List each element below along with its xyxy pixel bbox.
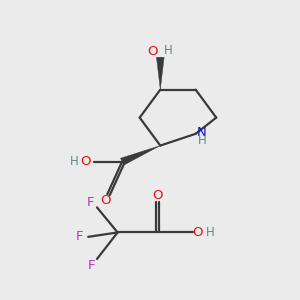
Text: O: O: [152, 188, 163, 202]
Text: O: O: [100, 194, 111, 207]
Text: O: O: [193, 226, 203, 239]
Polygon shape: [121, 146, 160, 165]
Text: H: H: [198, 134, 206, 147]
Text: H: H: [206, 226, 214, 239]
Text: H: H: [164, 44, 173, 57]
Text: H: H: [70, 155, 78, 168]
Text: O: O: [147, 45, 157, 58]
Text: N: N: [197, 126, 207, 139]
Text: F: F: [87, 196, 94, 208]
Polygon shape: [157, 57, 164, 90]
Text: F: F: [88, 259, 95, 272]
Text: O: O: [81, 155, 91, 168]
Text: F: F: [76, 230, 84, 243]
